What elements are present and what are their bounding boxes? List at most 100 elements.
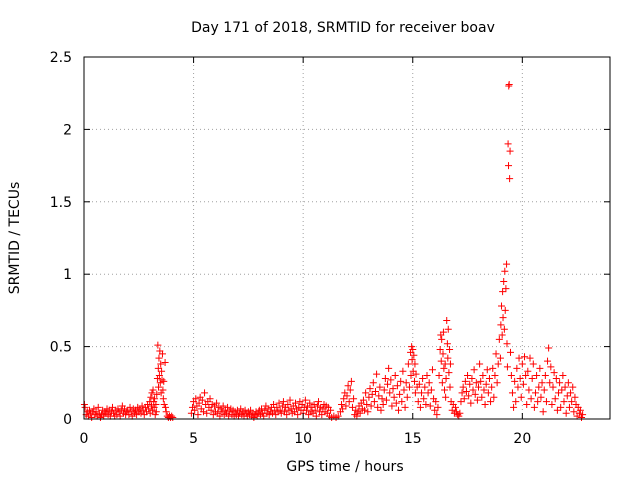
data-point	[301, 396, 309, 404]
data-point	[579, 411, 587, 419]
data-point	[291, 399, 299, 407]
data-point	[155, 354, 163, 362]
data-point	[498, 331, 506, 339]
data-point	[468, 374, 476, 382]
data-point	[156, 379, 164, 387]
data-point	[191, 406, 199, 414]
data-point	[148, 389, 156, 397]
data-point	[359, 396, 367, 404]
x-tick-label: 5	[189, 431, 198, 447]
data-point	[435, 372, 443, 380]
data-point	[88, 414, 96, 422]
data-point	[513, 364, 521, 372]
data-point	[425, 379, 433, 387]
data-point	[536, 364, 544, 372]
data-point	[481, 401, 489, 409]
data-point	[560, 398, 568, 406]
chart-title: Day 171 of 2018, SRMTID for receiver boa…	[191, 20, 495, 36]
data-point	[353, 412, 361, 420]
data-point	[537, 393, 545, 401]
data-point	[416, 403, 424, 411]
data-point	[415, 380, 423, 388]
data-point	[475, 383, 482, 391]
data-point	[506, 147, 514, 155]
data-point	[396, 390, 404, 398]
data-point	[403, 393, 411, 401]
data-point	[444, 354, 452, 362]
data-point	[480, 386, 488, 394]
data-point	[553, 406, 561, 414]
x-tick-label: 15	[404, 431, 422, 447]
data-point	[499, 288, 507, 296]
y-tick-label: 0	[63, 412, 72, 428]
data-point	[381, 374, 389, 382]
data-point	[548, 401, 556, 409]
data-point	[519, 380, 527, 388]
data-point	[391, 372, 399, 380]
data-point	[344, 382, 352, 390]
data-point	[528, 374, 536, 382]
data-point	[534, 398, 542, 406]
data-point	[192, 395, 200, 403]
data-point	[442, 374, 450, 382]
data-point	[497, 321, 505, 329]
data-point	[161, 359, 169, 367]
data-point	[385, 364, 393, 372]
data-point	[527, 395, 535, 403]
data-point	[484, 389, 492, 397]
data-point	[152, 408, 160, 416]
data-point	[517, 393, 525, 401]
data-point	[421, 383, 429, 391]
data-point	[460, 395, 468, 403]
data-point	[408, 356, 416, 364]
data-point	[482, 380, 490, 388]
data-point	[374, 403, 382, 411]
data-point	[302, 406, 310, 414]
data-point	[503, 260, 511, 268]
data-point	[159, 386, 167, 394]
data-point	[424, 389, 432, 397]
data-point	[558, 386, 566, 394]
tick-labels: 0 5 10 15 20 0 0.5 1 1.5 2 2.5	[50, 50, 532, 447]
data-point	[422, 401, 430, 409]
data-point	[562, 409, 570, 417]
data-point	[147, 393, 155, 401]
data-point	[159, 395, 167, 403]
data-point	[386, 389, 394, 397]
data-point	[514, 383, 522, 391]
data-point	[126, 403, 134, 411]
data-point	[404, 360, 412, 368]
data-point	[213, 399, 221, 407]
data-point	[348, 403, 356, 411]
data-point	[522, 372, 530, 380]
data-point	[419, 374, 427, 382]
data-point	[549, 383, 557, 391]
data-point	[276, 406, 284, 414]
data-point	[203, 409, 211, 417]
data-point	[545, 344, 553, 352]
data-point	[494, 360, 502, 368]
data-point	[411, 360, 419, 368]
data-point	[402, 379, 410, 387]
data-point	[488, 383, 496, 391]
data-point	[491, 372, 499, 380]
data-point	[550, 369, 558, 377]
data-point	[154, 341, 162, 349]
data-point	[467, 399, 475, 407]
data-point	[390, 393, 398, 401]
x-tick-label: 10	[294, 431, 312, 447]
data-point	[502, 285, 510, 293]
data-point	[265, 411, 273, 419]
data-point	[198, 396, 206, 404]
data-point	[495, 335, 503, 343]
data-point	[458, 389, 466, 397]
data-point	[157, 389, 165, 397]
data-point	[201, 389, 209, 397]
data-point	[456, 409, 464, 417]
data-point	[160, 401, 168, 409]
data-point	[405, 383, 413, 391]
data-point	[362, 389, 370, 397]
data-point	[145, 405, 153, 413]
data-point	[275, 399, 283, 407]
